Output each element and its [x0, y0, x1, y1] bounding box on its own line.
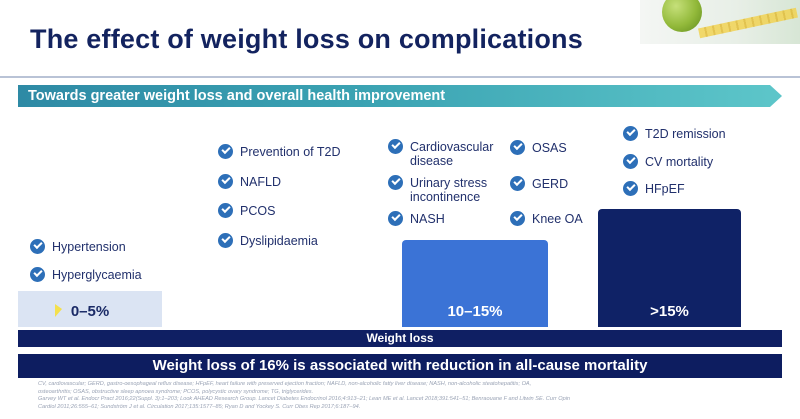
list-item: NASH	[388, 211, 445, 226]
check-circle-icon	[510, 176, 525, 191]
mouse-pointer-icon	[55, 304, 62, 317]
list-item: CV mortality	[623, 154, 713, 169]
list-item: NAFLD	[218, 174, 281, 189]
check-circle-icon	[218, 174, 233, 189]
check-circle-icon	[623, 126, 638, 141]
check-circle-icon	[388, 139, 403, 154]
list-item: OSAS	[510, 140, 567, 155]
banner-text: Towards greater weight loss and overall …	[28, 88, 446, 104]
weight-loss-bar-mid: 10–15%	[402, 240, 548, 327]
list-item: Hyperglycaemia	[30, 267, 142, 282]
bar-label: 10–15%	[447, 303, 503, 320]
list-item: Cardiovascular disease	[388, 139, 493, 168]
arrow-head-icon	[770, 85, 782, 107]
bar-label: 0–5%	[70, 303, 110, 320]
list-item: Urinary stress incontinence	[388, 175, 487, 204]
check-circle-icon	[30, 267, 45, 282]
check-circle-icon	[623, 154, 638, 169]
bar-label: >15%	[650, 303, 689, 320]
check-circle-icon	[218, 233, 233, 248]
reference-line: CV, cardiovascular; GERD, gastro-oesopha…	[38, 381, 532, 387]
check-circle-icon	[30, 239, 45, 254]
slide-title: The effect of weight loss on complicatio…	[30, 24, 583, 54]
list-item: GERD	[510, 176, 568, 191]
reference-line: Garvey WT et al. Endocr Pract 2016;22(Su…	[38, 396, 571, 402]
check-circle-icon	[388, 211, 403, 226]
references: CV, cardiovascular; GERD, gastro-oesopha…	[38, 381, 768, 411]
list-item: Prevention of T2D	[218, 144, 341, 159]
check-circle-icon	[218, 144, 233, 159]
check-circle-icon	[623, 181, 638, 196]
reference-line: Cardiol 2011;26:555–61; Sundström J et a…	[38, 403, 361, 410]
title-divider	[0, 76, 800, 78]
list-item: PCOS	[218, 203, 275, 218]
weight-loss-bar-low: 0–5%	[18, 291, 162, 327]
list-item: HFpEF	[623, 181, 685, 196]
check-circle-icon	[388, 175, 403, 190]
list-item: Knee OA	[510, 211, 583, 226]
weight-loss-axis-label: Weight loss	[18, 330, 782, 347]
check-circle-icon	[510, 211, 525, 226]
apple-measuring-tape-image	[640, 0, 800, 44]
check-circle-icon	[218, 203, 233, 218]
list-item: Hypertension	[30, 239, 126, 254]
list-item: Dyslipidaemia	[218, 233, 318, 248]
list-item: T2D remission	[623, 126, 726, 141]
progress-arrow-banner: Towards greater weight loss and overall …	[18, 85, 782, 107]
apple-icon	[662, 0, 702, 32]
reference-line: osteoarthritis; OSAS, obstructive sleep …	[38, 388, 314, 395]
key-message: Weight loss of 16% is associated with re…	[18, 354, 782, 378]
weight-loss-bar-high: >15%	[598, 209, 741, 327]
measuring-tape-icon	[698, 7, 798, 39]
check-circle-icon	[510, 140, 525, 155]
